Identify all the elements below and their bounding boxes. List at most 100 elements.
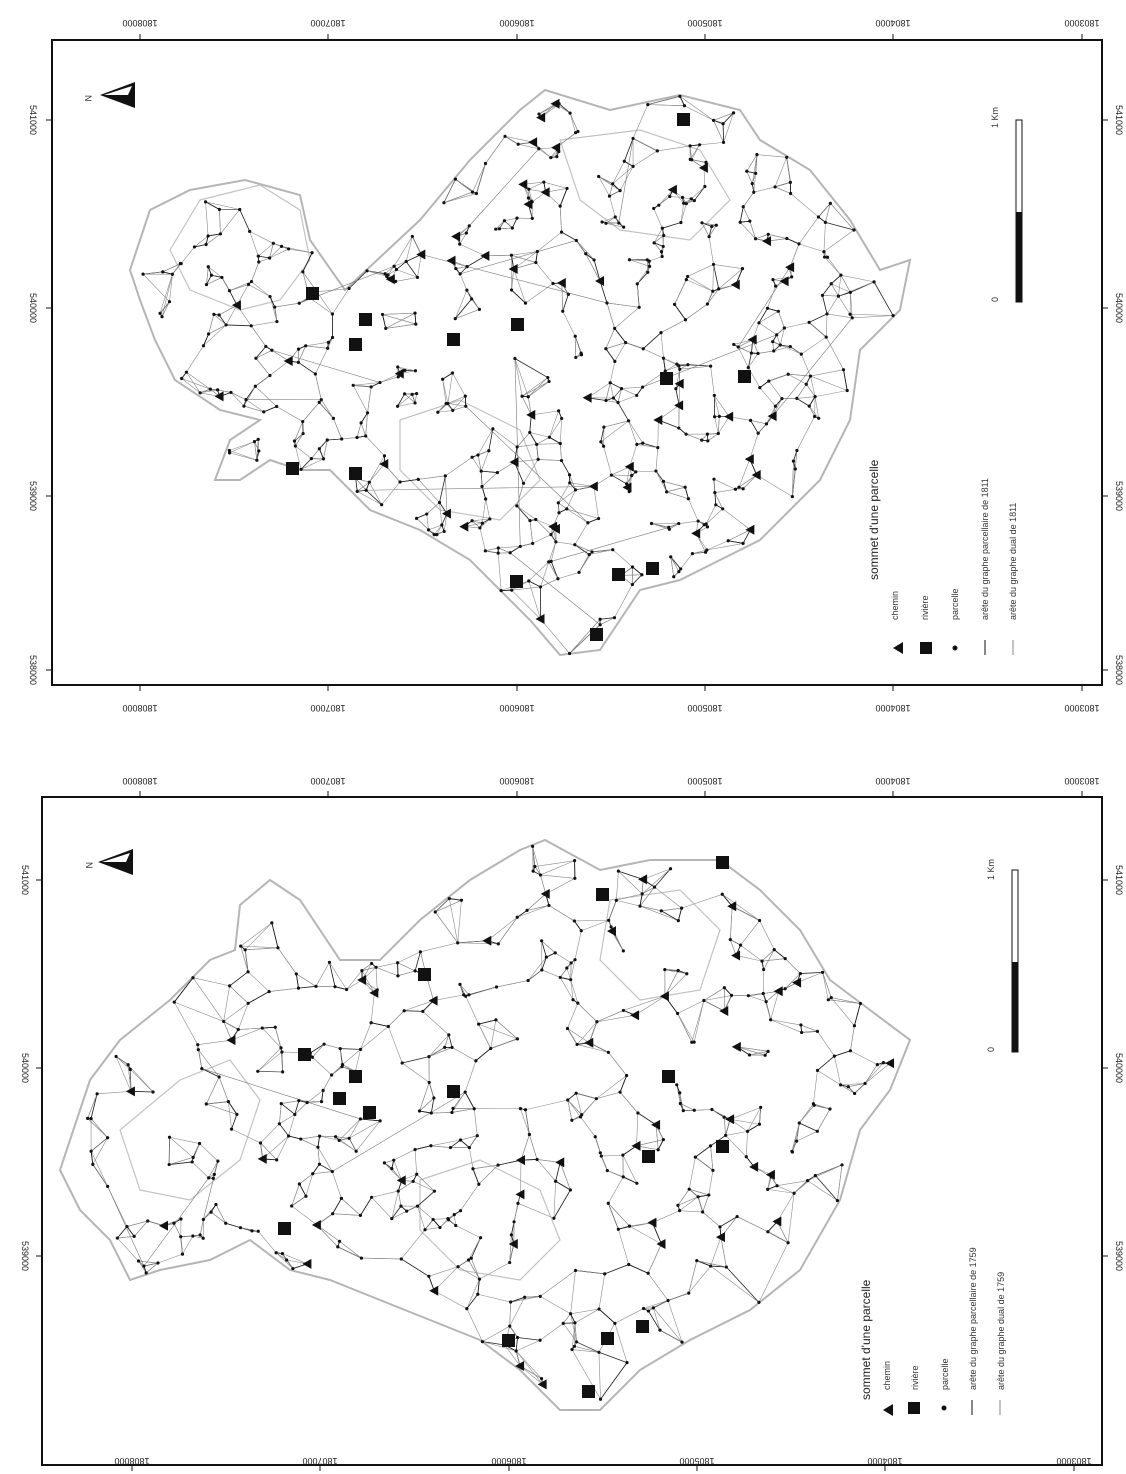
graph-edge (194, 235, 209, 248)
parcel-node (144, 1271, 148, 1275)
graph-edge (768, 380, 783, 399)
graph-edge (728, 540, 744, 544)
parcel-node (414, 322, 418, 326)
graph-edge (790, 346, 802, 355)
parcel-node (816, 215, 821, 219)
parcel-node (270, 348, 274, 352)
parcel-node (604, 221, 608, 225)
graph-edge (371, 1190, 399, 1198)
parcel-node (325, 438, 329, 442)
graph-edge (295, 445, 302, 470)
graph-edge (669, 523, 679, 530)
parcel-node (822, 250, 826, 254)
parcel-node (753, 237, 758, 241)
graph-edge (593, 259, 601, 282)
parcel-node (687, 1291, 691, 1295)
parcel-node (285, 1258, 289, 1262)
parcel-node (778, 343, 782, 347)
graph-edge (643, 1300, 669, 1309)
graph-edge (229, 441, 255, 454)
graph-edge (452, 405, 466, 411)
parcel-node (692, 198, 696, 203)
graph-edge (255, 346, 267, 359)
graph-edge (159, 274, 173, 314)
graph-edge (705, 508, 723, 525)
graph-edge (197, 1039, 232, 1045)
graph-edge (428, 1276, 435, 1291)
graph-edge (843, 369, 848, 391)
graph-edge (397, 393, 405, 407)
graph-edge (306, 1090, 324, 1103)
parcel-node (607, 918, 611, 922)
graph-edge (447, 395, 466, 404)
parcel-node (313, 372, 317, 376)
graph-edge (696, 1260, 727, 1268)
graph-edge (576, 240, 586, 254)
graph-edge (708, 1170, 714, 1196)
graph-edge (792, 1122, 800, 1153)
graph-edge (355, 478, 367, 491)
parcel-node (780, 396, 784, 401)
graph-edge (612, 549, 633, 568)
graph-edge (776, 1185, 795, 1194)
territory-boundary (128, 88, 912, 657)
graph-edge (302, 252, 313, 272)
parcel-node (772, 349, 776, 353)
graph-edge (753, 186, 776, 193)
parcel-node (403, 368, 407, 373)
parcel-node (679, 220, 683, 225)
legend-item-riviere: rivière (910, 1365, 920, 1390)
parcel-node (596, 516, 601, 521)
graph-edge (498, 547, 511, 554)
graph-edge (311, 448, 320, 459)
graph-edge (192, 977, 230, 987)
parcel-node (299, 467, 303, 471)
graph-edge (464, 1060, 477, 1093)
river-nodes (286, 113, 751, 641)
graph-edge (585, 253, 595, 261)
parcel-node (125, 1224, 129, 1229)
graph-edge (679, 1210, 703, 1213)
graph-edge (442, 379, 449, 404)
parcel-node (669, 555, 673, 559)
graph-edge (666, 486, 686, 493)
parcel-node (672, 575, 676, 579)
parcel-node (436, 410, 440, 414)
graph-edge (393, 1160, 402, 1181)
legend-title: sommet d'une parcelle (867, 459, 881, 580)
graph-edge (721, 894, 733, 907)
graph-edge (629, 1225, 662, 1245)
parcel-node (631, 164, 635, 168)
path-node-icon (548, 521, 558, 532)
path-node-icon (667, 184, 677, 195)
graph-edge (245, 399, 264, 413)
graph-edge (370, 992, 375, 1023)
parcel-node (405, 1209, 409, 1213)
path-node-icon (674, 400, 684, 411)
parcel-node (750, 182, 754, 186)
graph-edge (618, 138, 634, 224)
graph-edge (516, 505, 536, 520)
scale-start: 0 (990, 297, 1000, 302)
graph-edge (730, 1107, 761, 1120)
graph-edge (416, 513, 427, 519)
graph-edge (603, 446, 612, 476)
parcel-node (364, 434, 368, 438)
parcel-node (704, 160, 708, 165)
graph-edge (555, 1180, 571, 1191)
parcel-node (765, 306, 770, 310)
parcel-node (227, 448, 231, 453)
graph-edge (294, 421, 304, 442)
parcel-node (686, 363, 690, 367)
parcel-node (167, 1135, 172, 1139)
graph-edge (281, 246, 313, 254)
parcel-node (208, 387, 212, 391)
graph-edge (666, 491, 689, 500)
parcel-node (668, 867, 673, 871)
parcel-node (495, 470, 499, 475)
path-node-icon (528, 137, 538, 148)
graph-edge (605, 382, 611, 401)
legend-item-parcelle: parcelle (940, 1358, 950, 1390)
graph-edge (561, 231, 577, 241)
graph-edge (722, 894, 760, 921)
